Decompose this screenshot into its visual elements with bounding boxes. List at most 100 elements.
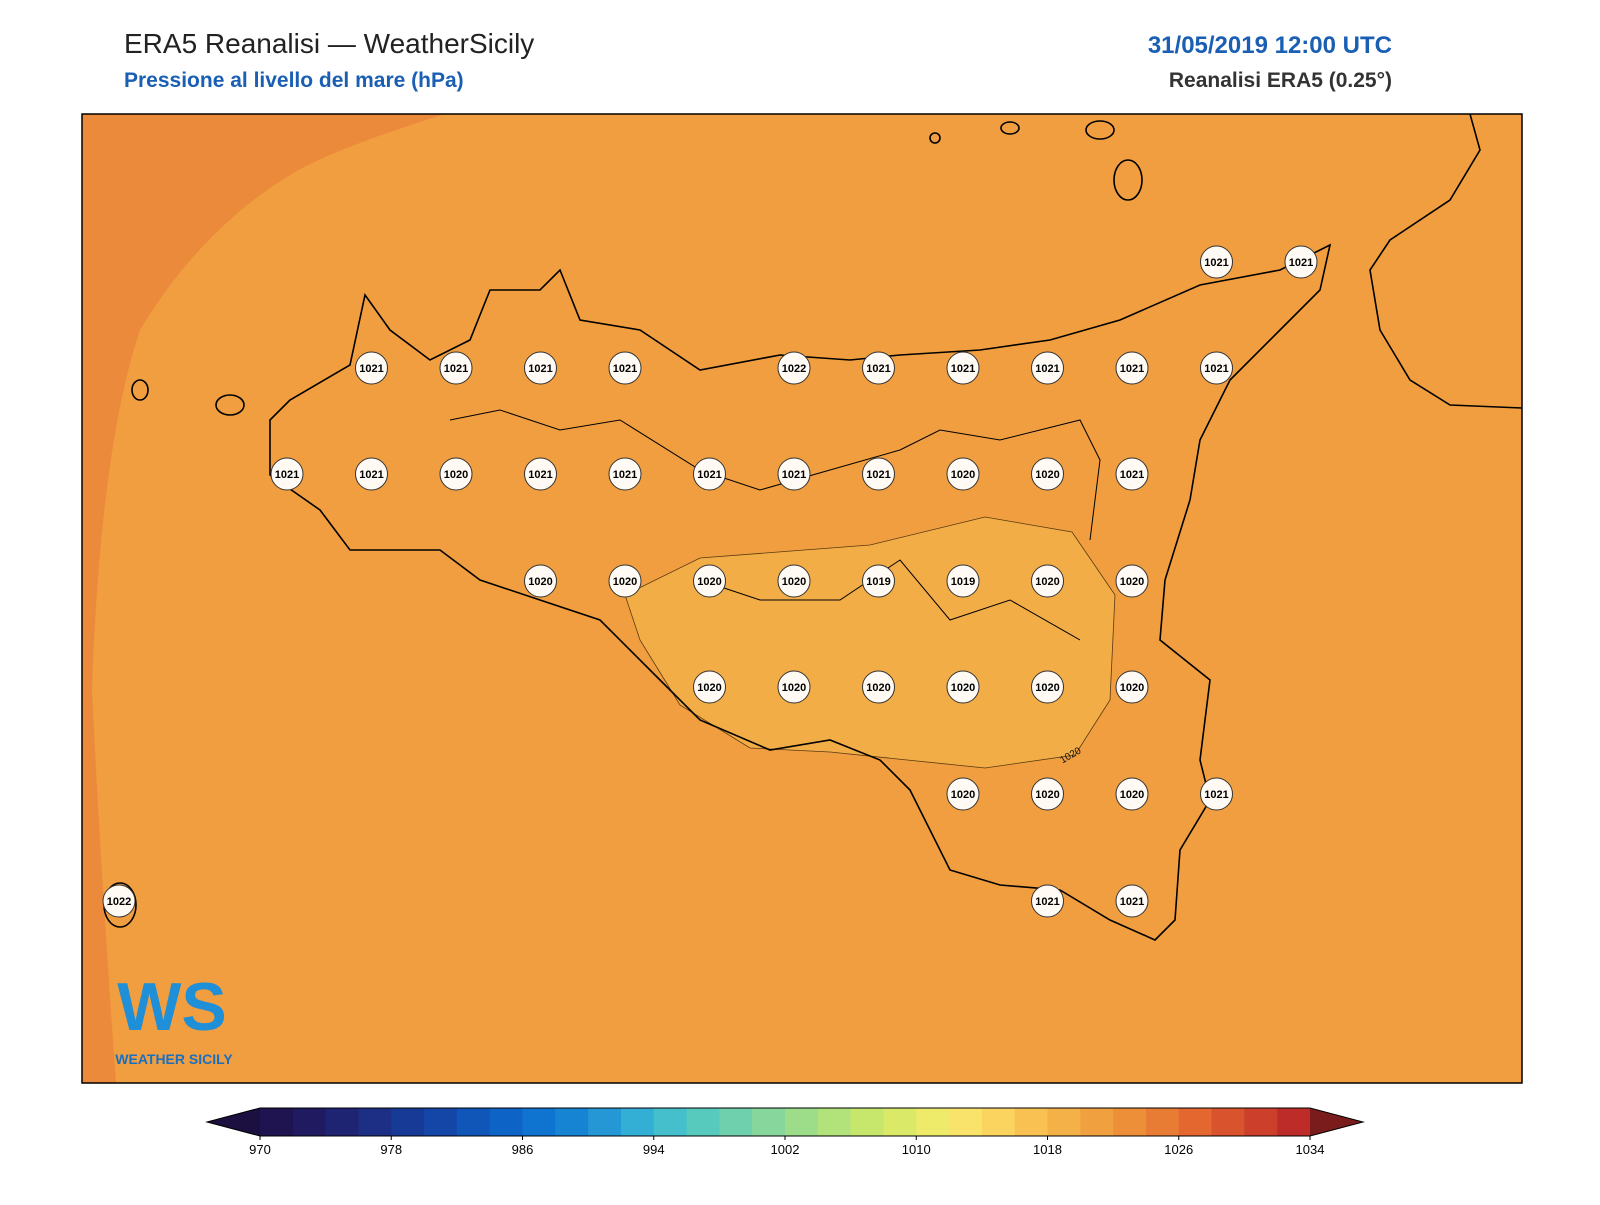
station-marker: [1200, 351, 1233, 385]
station-value: 1020: [1120, 789, 1144, 801]
map-frame: [81, 113, 1523, 1084]
station-marker: [777, 670, 811, 704]
station-marker: [102, 884, 136, 918]
colorbar-tick-label: 1010: [902, 1142, 931, 1157]
station-marker: [862, 457, 895, 491]
station-value: 1020: [444, 469, 468, 481]
colorbar-tick-label: 1034: [1296, 1142, 1325, 1157]
map: 1021 1021 1021 1021 1021 1021 1022 1021 1021 1021…: [81, 113, 1523, 1084]
station-value: 1020: [951, 682, 975, 694]
colorbar-segment: [1178, 1108, 1213, 1136]
station-marker: [1115, 564, 1149, 598]
colorbar-segment: [981, 1108, 1016, 1136]
station-marker: [946, 777, 980, 811]
colorbar-segment: [1047, 1108, 1081, 1136]
logo-text: WEATHER SICILY: [115, 1051, 233, 1067]
station-marker: [1031, 777, 1064, 811]
colorbar-segment: [358, 1108, 392, 1136]
colorbar-segment: [1277, 1108, 1311, 1136]
colorbar-segment: [260, 1108, 294, 1136]
colorbar-segment: [325, 1108, 359, 1136]
station-marker: [1031, 351, 1064, 385]
station-value: 1021: [444, 363, 468, 375]
station-marker: [946, 351, 980, 385]
station-marker: [777, 351, 811, 385]
station-value: 1020: [1035, 682, 1059, 694]
station-value: 1021: [613, 363, 637, 375]
station-marker: [1200, 777, 1233, 811]
station-value: 1021: [1204, 789, 1228, 801]
logo-mark: WS: [117, 969, 227, 1045]
station-marker: [1031, 670, 1064, 704]
station-value: 1021: [1204, 257, 1228, 269]
colorbar-segment: [850, 1108, 884, 1136]
station-marker: [524, 351, 557, 385]
colorbar-segment: [1080, 1108, 1114, 1136]
station-value: 1021: [1204, 363, 1228, 375]
station-marker: [1031, 884, 1064, 918]
station-value: 1021: [613, 469, 637, 481]
colorbar-segment: [424, 1108, 458, 1136]
station-value: 1020: [528, 576, 552, 588]
colorbar-segment: [588, 1108, 622, 1136]
colorbar-segment: [686, 1108, 720, 1136]
station-value: 1019: [951, 576, 975, 588]
station-marker: [355, 457, 388, 491]
colorbar-segment: [916, 1108, 950, 1136]
title: ERA5 Reanalisi — WeatherSicily: [124, 28, 534, 59]
colorbar-segment: [817, 1108, 852, 1136]
colorbar-segment: [555, 1108, 589, 1136]
station-value: 1021: [359, 469, 383, 481]
coastline: [103, 113, 1523, 941]
station-value: 1021: [697, 469, 721, 481]
station-value: 1021: [275, 469, 299, 481]
station-value: 1020: [782, 576, 806, 588]
colorbar-tick-label: 1018: [1033, 1142, 1062, 1157]
station-value: 1021: [951, 363, 975, 375]
station-value: 1021: [528, 363, 552, 375]
station-marker: [1115, 884, 1149, 918]
colorbar-segment: [1244, 1108, 1278, 1136]
station-value: 1020: [951, 789, 975, 801]
colorbar-segment: [752, 1108, 786, 1136]
station-marker: [693, 564, 726, 598]
colorbar-tick-label: 986: [512, 1142, 534, 1157]
station-value: 1019: [866, 576, 890, 588]
station-marker: [1115, 351, 1149, 385]
station-value: 1021: [866, 363, 890, 375]
colorbar-segment: [653, 1108, 688, 1136]
colorbar-segment: [719, 1108, 753, 1136]
station-marker: [1115, 670, 1149, 704]
station-value: 1020: [1035, 576, 1059, 588]
subtitle: Pressione al livello del mare (hPa): [124, 69, 464, 92]
station-value: 1021: [1289, 257, 1313, 269]
colorbar-segment: [1014, 1108, 1048, 1136]
station-value: 1020: [1035, 789, 1059, 801]
station-value: 1021: [1120, 363, 1144, 375]
station-value: 1021: [866, 469, 890, 481]
station-value: 1020: [1035, 469, 1059, 481]
station-value: 1020: [697, 682, 721, 694]
station-marker: [439, 457, 473, 491]
station-marker: [862, 564, 895, 598]
station-marker: [693, 670, 726, 704]
colorbar-segment: [292, 1108, 327, 1136]
station-marker: [862, 351, 895, 385]
colorbar-segment: [456, 1108, 491, 1136]
colorbar: 970 978 986 994 1002 1010 1018 1026 1034: [205, 1107, 1365, 1157]
high-pressure-band: [82, 114, 445, 1083]
station-marker: [608, 457, 642, 491]
station-value: 1021: [1120, 469, 1144, 481]
colorbar-segment: [620, 1108, 655, 1136]
station-value: 1021: [1035, 896, 1059, 908]
station-marker: [946, 670, 980, 704]
colorbar-tick-label: 978: [380, 1142, 402, 1157]
station-value: 1021: [359, 363, 383, 375]
station-marker: [355, 351, 388, 385]
station-value: 1021: [528, 469, 552, 481]
colorbar-tick-label: 1026: [1164, 1142, 1193, 1157]
colorbar-segment: [949, 1108, 983, 1136]
station-marker: [608, 351, 642, 385]
station-value: 1020: [782, 682, 806, 694]
station-value: 1020: [1120, 682, 1144, 694]
